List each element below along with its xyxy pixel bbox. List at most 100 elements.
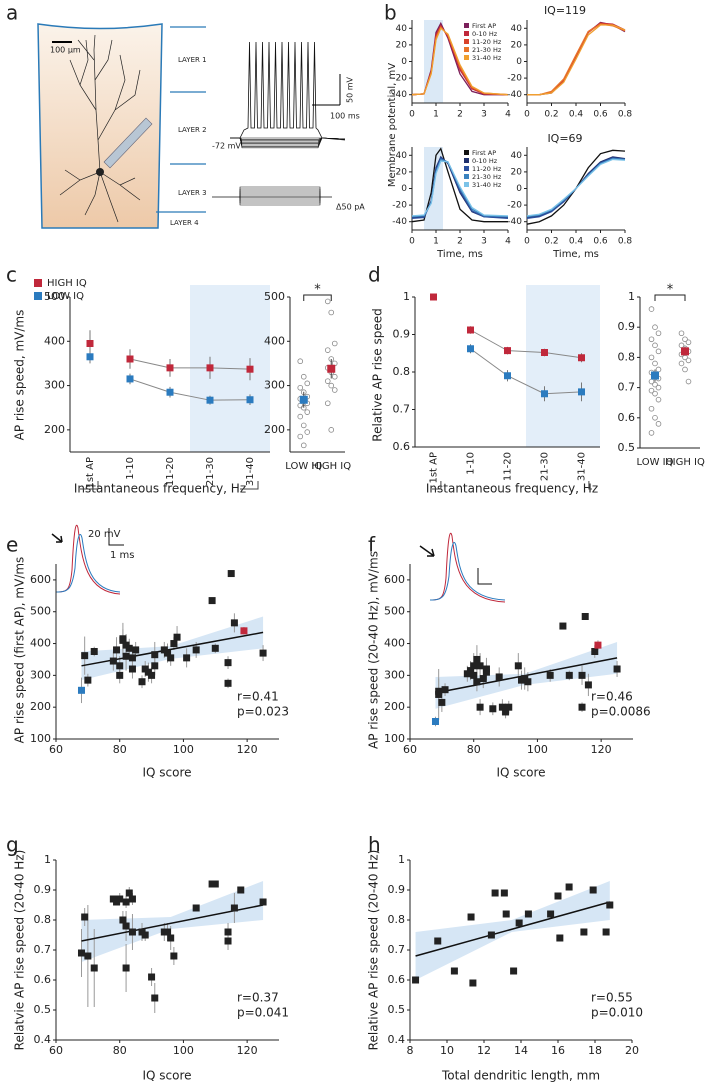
inset-scale-label: 20 mV [88,529,121,540]
axis-bracket [80,481,259,490]
y-axis-label: AP rise speed (20-40 Hz), mV/ms [367,551,381,749]
inset-trace [429,532,506,603]
panel-label: b [384,1,397,25]
data-point [652,342,658,349]
data-point [500,889,508,897]
series-segment [129,358,171,369]
data-point [128,895,136,903]
y-tick-label: 40 [396,24,408,34]
data-point [324,347,331,353]
data-point [510,967,518,975]
data-point [652,414,658,421]
y-tick-label: 0.9 [393,328,411,341]
y-tick-label: -40 [392,90,407,100]
inset-trace [55,534,121,593]
subtitle: IQ=119 [544,4,586,17]
data-point [331,373,338,380]
x-tick-label: 100 [527,743,548,756]
y-tick-label: 20 [511,40,523,50]
current-step [239,190,321,197]
x-tick-label: 1st AP [429,452,440,484]
data-point [467,345,474,353]
current-step [239,194,321,197]
layer-label: LAYER 2 [178,126,207,134]
x-axis-label: Instantaneous frequency, Hz [426,482,598,496]
annotation: r=0.55 [591,991,633,1005]
scale-bar-label: 100 ms [330,112,360,121]
y-tick-label: -20 [507,201,522,211]
mean-point [299,395,308,404]
data-point [324,298,331,305]
data-point [473,678,481,686]
y-tick-label: 200 [30,700,51,713]
y-tick-label: 0.8 [618,350,636,363]
x-tick-label: 16 [551,1044,565,1057]
y-tick-label: 0.5 [34,1003,52,1016]
data-point [476,703,484,711]
series-segment [507,375,545,395]
x-tick-label: 2 [457,237,463,247]
data-point [648,306,655,312]
data-point [648,387,655,394]
data-point [487,931,495,939]
annotation: p=0.0086 [591,705,651,719]
data-point [541,349,548,356]
y-axis-label: Relative AP rise speed [371,308,385,441]
x-axis-label: IQ score [496,766,545,780]
voltage-step [230,137,346,149]
data-point [591,648,599,655]
y-tick-label: 500 [384,605,405,618]
data-point [541,390,548,398]
data-point [578,703,586,711]
data-point [304,409,311,415]
legend-swatch [464,55,469,60]
data-point [304,429,311,435]
data-point [208,597,216,605]
y-tick-label: 300 [384,668,405,681]
legend-label: 21-30 Hz [472,46,502,54]
data-point [594,641,602,649]
y-tick-label: 0.8 [388,913,406,926]
y-tick-label: 0.8 [34,913,52,926]
data-point [206,396,214,404]
data-point [652,390,658,397]
data-point [514,662,522,670]
data-point [297,402,304,409]
x-tick-label: 1 [433,110,439,120]
mean-point [327,364,336,373]
legend-swatch [464,23,469,28]
y-axis-label: AP rise speed, mV/ms [13,310,27,441]
data-point [211,880,219,888]
subtitle: IQ=69 [547,132,582,145]
data-point [224,679,232,687]
data-point [328,427,335,433]
y-tick-label: 500 [30,605,51,618]
significance-mark: * [667,283,674,298]
annotation: r=0.46 [591,690,633,704]
tissue-slice [37,23,163,229]
panel-label: c [6,263,17,287]
data-point [122,898,130,906]
x-tick-label: LOW IQ [637,457,674,468]
y-tick-label: -40 [507,217,522,227]
y-tick-label: 400 [384,637,405,650]
data-point [227,570,235,578]
panel-label: h [368,833,381,857]
data-point [479,675,487,683]
data-point [81,652,89,660]
data-point [685,357,692,364]
x-axis-label: IQ score [142,1069,191,1083]
y-tick-label: 0.9 [34,883,52,896]
data-point [300,422,307,429]
data-point [450,967,458,975]
data-point [505,703,513,711]
legend-swatch [464,31,469,36]
data-point [113,646,121,654]
x-tick-label: 11-20 [503,452,514,481]
data-point [138,678,146,686]
data-point [300,442,307,449]
data-point [580,928,588,936]
y-tick-label: 100 [384,732,405,745]
data-point [116,671,124,679]
